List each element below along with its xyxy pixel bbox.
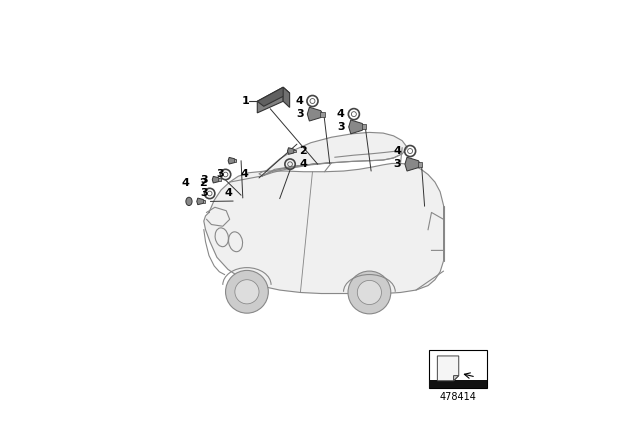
Polygon shape	[212, 177, 221, 183]
FancyBboxPatch shape	[218, 178, 221, 181]
Text: 4: 4	[296, 96, 303, 106]
Circle shape	[348, 271, 391, 314]
Polygon shape	[437, 356, 459, 381]
Text: 3: 3	[201, 189, 208, 198]
Text: 3: 3	[393, 159, 401, 169]
Text: 4: 4	[225, 189, 232, 198]
FancyBboxPatch shape	[203, 200, 205, 203]
Polygon shape	[283, 87, 290, 108]
Text: 478414: 478414	[439, 392, 476, 402]
Polygon shape	[405, 157, 420, 171]
FancyBboxPatch shape	[418, 162, 422, 167]
Text: 4: 4	[182, 178, 189, 189]
FancyBboxPatch shape	[234, 159, 237, 162]
Text: 3: 3	[337, 122, 344, 132]
Polygon shape	[257, 87, 290, 106]
Polygon shape	[307, 107, 323, 121]
Text: 2: 2	[199, 178, 207, 189]
FancyBboxPatch shape	[293, 150, 296, 152]
Text: 4: 4	[393, 146, 401, 156]
FancyBboxPatch shape	[362, 125, 366, 129]
Text: 3: 3	[201, 175, 208, 185]
Circle shape	[235, 280, 259, 304]
Bar	[429, 380, 486, 388]
Text: 3: 3	[216, 169, 224, 180]
Polygon shape	[287, 148, 296, 155]
Text: 4: 4	[300, 159, 307, 169]
Polygon shape	[259, 133, 407, 176]
FancyBboxPatch shape	[321, 112, 324, 116]
Ellipse shape	[186, 197, 192, 206]
Polygon shape	[454, 375, 459, 381]
Circle shape	[357, 280, 381, 305]
Text: 4: 4	[337, 109, 345, 119]
Polygon shape	[349, 120, 364, 134]
Polygon shape	[204, 164, 444, 293]
Polygon shape	[196, 198, 205, 205]
Text: 2: 2	[300, 146, 307, 156]
Polygon shape	[257, 87, 283, 113]
Bar	[429, 350, 486, 388]
Polygon shape	[228, 157, 236, 164]
Text: 4: 4	[241, 169, 248, 180]
Text: 1: 1	[242, 96, 250, 106]
Circle shape	[225, 271, 268, 313]
Text: 3: 3	[296, 109, 303, 119]
